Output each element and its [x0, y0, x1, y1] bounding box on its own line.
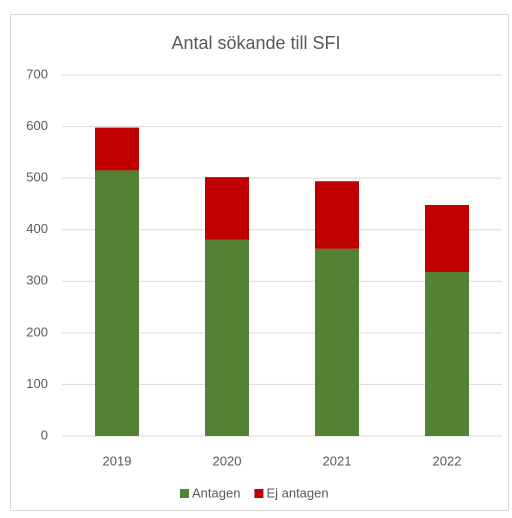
x-tick-label: 2022: [433, 453, 462, 468]
y-tick-label: 100: [26, 376, 48, 391]
x-tick-label: 2019: [103, 453, 132, 468]
bar-segment: [425, 204, 469, 273]
bar-segment: [205, 239, 249, 436]
y-tick-label: 700: [26, 66, 48, 81]
bar-segment: [425, 272, 469, 436]
legend-swatch: [254, 489, 264, 498]
y-tick-label: 400: [26, 221, 48, 236]
y-tick-label: 0: [41, 427, 48, 442]
x-tick-label: 2021: [323, 453, 352, 468]
chart-title: Antal sökande till SFI: [171, 33, 340, 53]
bar-segment: [95, 127, 139, 171]
bar-segment: [95, 170, 139, 436]
y-tick-label: 300: [26, 273, 48, 288]
legend-swatch: [180, 489, 189, 498]
bar-segment: [315, 181, 359, 249]
x-tick-label: 2020: [213, 453, 242, 468]
y-tick-label: 500: [26, 170, 48, 185]
bar-segment: [205, 177, 249, 240]
bar-segment: [315, 248, 359, 436]
legend-label: Antagen: [192, 485, 240, 500]
y-tick-label: 600: [26, 118, 48, 133]
legend-label: Ej antagen: [266, 485, 328, 500]
y-tick-label: 200: [26, 324, 48, 339]
